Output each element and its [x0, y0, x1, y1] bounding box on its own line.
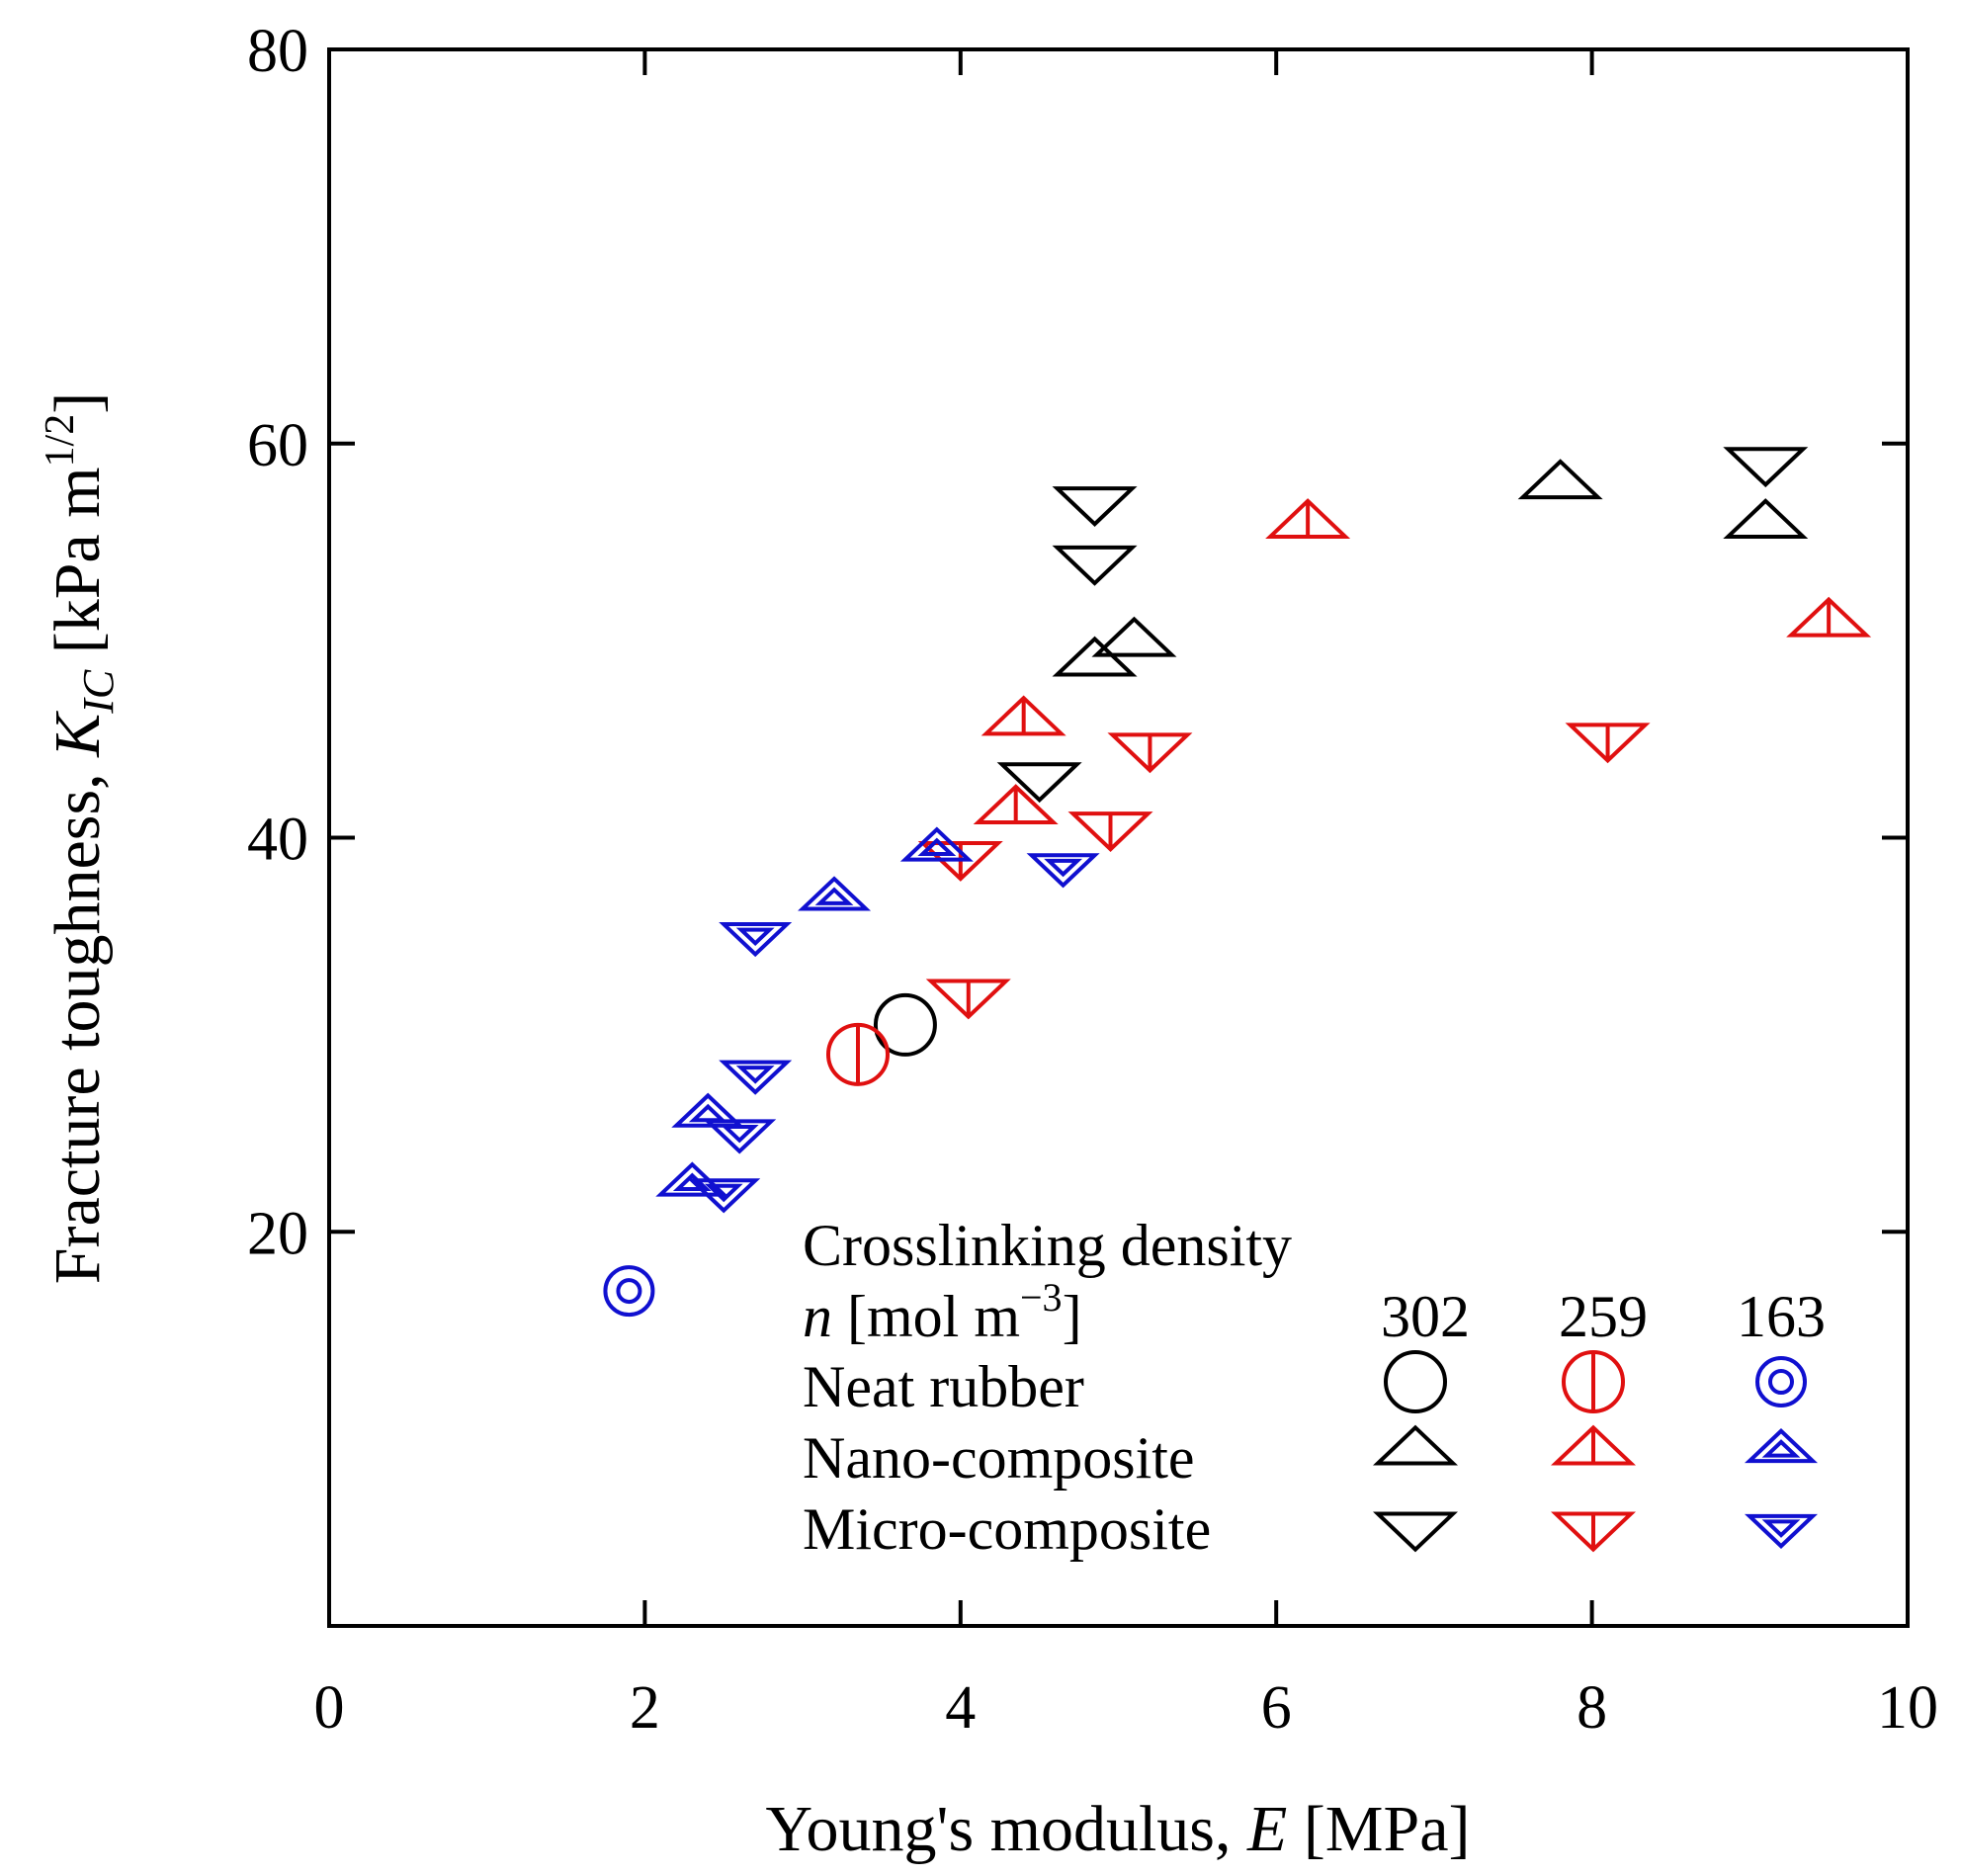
legend-density-163: 163 — [1737, 1284, 1826, 1349]
data-point-302-triangle-down — [1052, 545, 1138, 586]
data-point-302-triangle-up — [1517, 459, 1603, 500]
data-point-302-triangle-down — [1052, 486, 1138, 527]
data-point-259-triangle-up — [980, 695, 1066, 736]
x-tick-label: 6 — [1261, 1674, 1292, 1742]
x-axis-title: Young's modulus, E [MPa] — [766, 1793, 1471, 1865]
data-point-163-triangle-up — [798, 876, 872, 911]
legend: Crosslinking density n [mol m−3] 302 259… — [803, 1213, 1826, 1562]
plot-frame — [327, 47, 1910, 1628]
y-tick-label: 80 — [247, 18, 308, 85]
x-tick-label: 2 — [630, 1674, 660, 1742]
legend-row-neat-rubber: Neat rubber — [803, 1354, 1084, 1419]
data-point-163-circle — [603, 1265, 655, 1318]
legend-unit-label: n [mol m−3] — [803, 1275, 1082, 1349]
data-point-259-triangle-up — [973, 784, 1059, 825]
legend-row-nano-composite: Nano-composite — [803, 1425, 1195, 1491]
legend-marker-302-circle — [1384, 1350, 1447, 1413]
y-tick-label: 60 — [247, 412, 308, 479]
data-point-163-triangle-down — [687, 1178, 761, 1214]
legend-marker-302-triangle-down — [1372, 1511, 1459, 1553]
legend-marker-163-triangle-down — [1744, 1513, 1819, 1549]
y-tick-label: 20 — [247, 1200, 308, 1267]
legend-row-micro-composite: Micro-composite — [803, 1496, 1211, 1562]
axis-ticks — [329, 49, 1908, 1626]
data-point-259-triangle-up — [1265, 498, 1351, 539]
data-point-259-triangle-down — [1107, 732, 1193, 774]
legend-marker-163-circle — [1755, 1356, 1807, 1407]
y-axis-title: Fracture toughness, KIC [kPa m1/2] — [38, 392, 123, 1284]
x-tick-label: 4 — [945, 1674, 976, 1742]
data-point-259-triangle-down — [1067, 811, 1153, 852]
tick-labels: 0 2 4 6 8 10 20 40 60 80 — [247, 18, 1938, 1742]
legend-marker-259-triangle-up — [1550, 1424, 1637, 1466]
y-tick-label: 40 — [247, 807, 308, 874]
data-markers — [603, 447, 1872, 1318]
data-point-259-triangle-up — [1786, 596, 1872, 638]
data-point-163-triangle-down — [1026, 853, 1100, 889]
data-point-302-triangle-down — [1723, 447, 1809, 488]
data-point-259-triangle-down — [1565, 723, 1651, 764]
legend-markers — [1372, 1350, 1819, 1553]
data-point-259-triangle-down — [925, 979, 1011, 1020]
legend-marker-302-triangle-up — [1372, 1424, 1459, 1466]
x-tick-label: 8 — [1577, 1674, 1607, 1742]
legend-density-302: 302 — [1381, 1284, 1470, 1349]
data-point-163-triangle-down — [703, 1119, 777, 1154]
legend-marker-163-triangle-up — [1744, 1428, 1819, 1464]
data-point-163-triangle-up — [899, 826, 974, 862]
data-point-302-circle — [873, 992, 937, 1057]
legend-title: Crosslinking density — [803, 1213, 1292, 1278]
x-tick-label: 0 — [314, 1674, 345, 1742]
data-point-302-triangle-up — [1723, 498, 1809, 539]
data-point-302-triangle-down — [996, 762, 1082, 804]
legend-marker-259-triangle-down — [1550, 1511, 1637, 1553]
legend-density-259: 259 — [1559, 1284, 1648, 1349]
legend-marker-259-circle — [1562, 1350, 1625, 1413]
x-tick-label: 10 — [1877, 1674, 1938, 1742]
data-point-163-triangle-down — [719, 1060, 793, 1095]
data-point-163-triangle-down — [719, 922, 793, 958]
data-point-302-triangle-up — [1091, 616, 1177, 657]
data-point-259-circle — [825, 1022, 890, 1086]
